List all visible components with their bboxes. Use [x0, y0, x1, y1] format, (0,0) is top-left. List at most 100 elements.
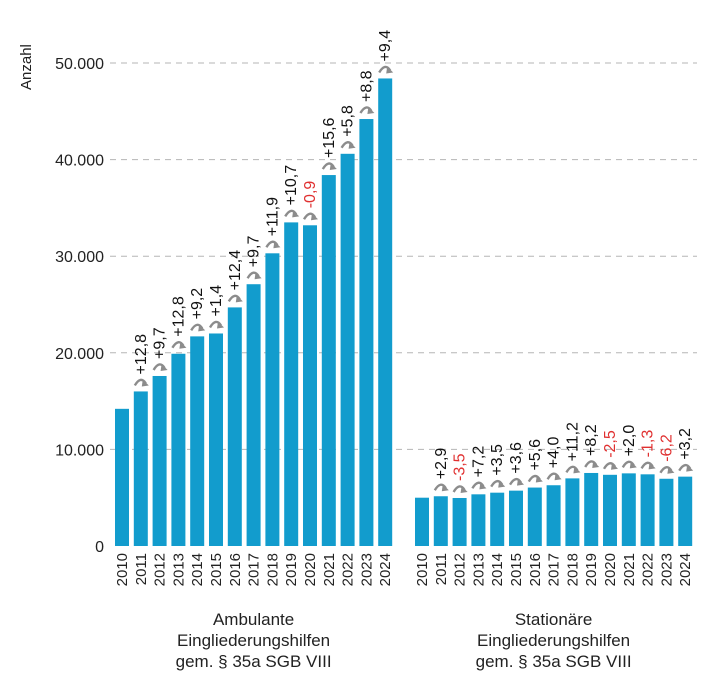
change-label: +1,4: [208, 285, 225, 317]
change-arrowhead-icon: [386, 66, 394, 74]
change-label: +5,8: [340, 105, 357, 137]
change-arrowhead-icon: [254, 272, 262, 280]
bar: [415, 497, 429, 546]
bar: [133, 391, 148, 546]
y-axis-label: Anzahl: [18, 44, 35, 90]
change-arrowhead-icon: [648, 462, 656, 470]
change-arrowhead-icon: [235, 295, 243, 303]
change-arrowhead-icon: [686, 464, 694, 472]
bar: [246, 284, 261, 546]
bar: [678, 476, 693, 546]
group-label-line: Eingliederungshilfen: [177, 631, 330, 650]
change-label: -1,3: [640, 430, 657, 458]
year-label: 2018: [564, 553, 581, 586]
year-label: 2023: [658, 553, 675, 586]
year-label: 2012: [152, 553, 169, 586]
change-labels: +12,8 +9,7+12,8 +9,2 +1,4+12,4 +9,7+11,9+10,…: [133, 30, 694, 481]
bar: [452, 497, 467, 546]
year-label: 2014: [489, 553, 506, 586]
bar: [584, 472, 599, 546]
y-tick-label: 0: [95, 539, 104, 556]
year-label: 2013: [470, 553, 487, 586]
year-label: 2024: [677, 553, 694, 586]
change-arrowhead-icon: [667, 466, 675, 474]
group-label-line: gem. § 35a SGB VIII: [476, 652, 632, 671]
year-label: 2023: [358, 553, 375, 586]
change-arrowhead-icon: [441, 484, 449, 492]
change-arrowhead-icon: [498, 480, 506, 488]
change-label: +2,9: [433, 448, 450, 480]
year-label: 2015: [508, 553, 525, 586]
bar: [527, 487, 542, 546]
bar: [471, 494, 486, 546]
change-arrowhead-icon: [217, 321, 224, 329]
change-label: -2,5: [602, 430, 619, 458]
group-labels: Ambulante Eingliederungshilfen gem. § 35a …: [176, 610, 632, 671]
change-label: +9,7: [152, 327, 169, 359]
year-label: 2016: [227, 553, 244, 586]
group-label-line: Ambulante: [213, 610, 294, 629]
year-label: 2012: [452, 553, 469, 586]
year-label: 2013: [170, 553, 187, 586]
change-label: +4,0: [546, 437, 563, 469]
bars: [115, 78, 693, 547]
change-arrowhead-icon: [554, 473, 562, 481]
change-label: -6,2: [658, 434, 675, 462]
bar: [115, 408, 129, 546]
change-arrowhead-icon: [573, 466, 581, 474]
group-label-line: Stationäre: [515, 610, 593, 629]
year-label: 2020: [302, 553, 319, 586]
bar: [284, 222, 299, 546]
year-label: 2016: [527, 553, 544, 586]
change-label: +12,8: [170, 296, 187, 337]
year-label: 2020: [602, 553, 619, 586]
bar: [152, 375, 167, 546]
y-tick-label: 40.000: [55, 153, 104, 170]
change-arrowhead-icon: [179, 341, 187, 349]
bar: [640, 474, 655, 546]
change-label: +15,6: [321, 117, 338, 158]
change-arrows: [133, 65, 694, 493]
bar: [265, 253, 280, 546]
change-label: +9,7: [246, 236, 263, 268]
change-arrowhead-icon: [292, 210, 300, 218]
bar: [621, 473, 636, 546]
bar: [509, 490, 523, 546]
change-label: -3,5: [452, 453, 469, 481]
change-label: +12,8: [133, 334, 150, 375]
bar: [321, 175, 336, 546]
bar: [659, 478, 674, 546]
bar: [340, 153, 355, 546]
year-label: 2022: [340, 553, 357, 586]
bar: [209, 333, 223, 546]
year-label: 2017: [546, 553, 563, 586]
year-label: 2011: [133, 553, 150, 585]
bar: [359, 119, 374, 546]
year-label: 2021: [621, 553, 638, 586]
change-arrowhead-icon: [517, 478, 524, 486]
bar: [227, 307, 242, 546]
year-label: 2010: [114, 553, 131, 586]
bar: [378, 78, 393, 547]
year-label: 2017: [246, 553, 263, 586]
change-label: +8,2: [583, 424, 600, 456]
bar: [565, 478, 580, 546]
change-arrowhead-icon: [611, 462, 618, 470]
change-label: +7,2: [470, 446, 487, 478]
gridlines: [110, 62, 697, 450]
change-label: +8,8: [358, 70, 375, 102]
year-label: 2024: [377, 553, 394, 586]
year-label: 2010: [414, 553, 431, 586]
bar: [171, 353, 186, 546]
y-tick-label: 10.000: [55, 442, 104, 459]
bar: [546, 485, 561, 546]
change-label: +9,4: [377, 30, 394, 62]
group-label-line: Eingliederungshilfen: [477, 631, 630, 650]
year-label: 2015: [208, 553, 225, 586]
change-arrowhead-icon: [367, 107, 375, 115]
change-label: +3,6: [508, 442, 525, 474]
year-label: 2018: [264, 553, 281, 586]
year-label: 2019: [583, 553, 600, 586]
group-label-line: gem. § 35a SGB VIII: [176, 652, 332, 671]
